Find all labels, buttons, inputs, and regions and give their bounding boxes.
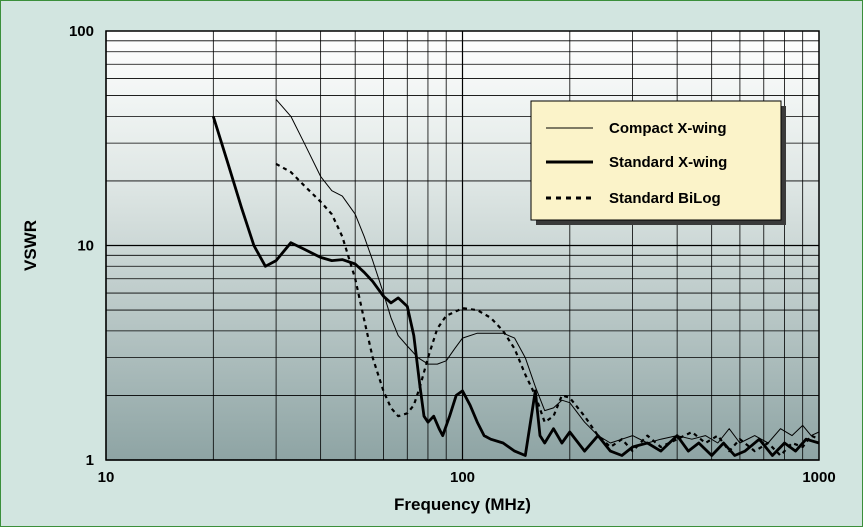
x-tick-label: 10: [98, 469, 115, 486]
legend: Compact X-wing Standard X-wing Standard …: [530, 100, 786, 225]
x-tick-label: 1000: [802, 469, 835, 486]
y-tick-label: 1: [86, 452, 94, 469]
series-line-standard-x-wing: [211, 115, 820, 457]
y-tick-label: 10: [77, 238, 94, 255]
x-tick-label: 100: [450, 469, 475, 486]
y-tick-label: 100: [69, 23, 94, 40]
y-axis-label: VSWR: [21, 220, 40, 271]
grid-lines: [105, 31, 819, 461]
legend-label-standard-x-wing: Standard X-wing: [609, 154, 727, 171]
x-axis-label: Frequency (MHz): [394, 495, 531, 514]
series-line-compact-x-wing: [275, 99, 820, 444]
legend-label-compact-x-wing: Compact X-wing: [609, 120, 727, 137]
series-layer: [211, 99, 820, 457]
legend-label-standard-bilog: Standard BiLog: [609, 190, 721, 207]
